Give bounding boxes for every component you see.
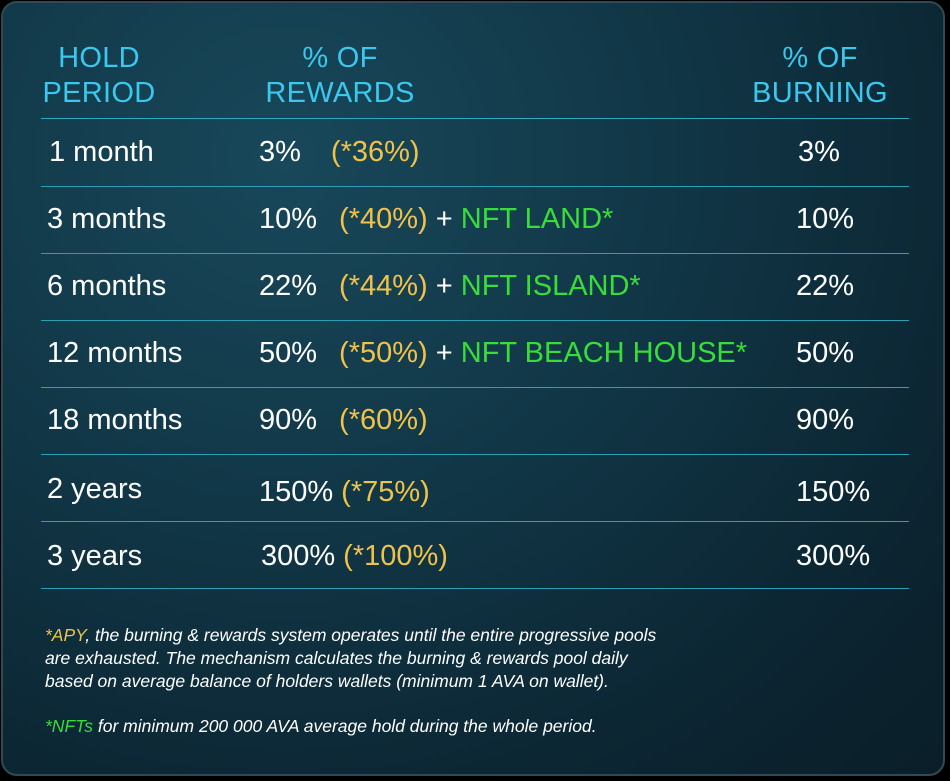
nft-bonus: NFT ISLAND* [460, 270, 641, 302]
row-rewards: 3% (*36%) [259, 135, 420, 169]
row-burning: 22% [796, 270, 855, 302]
row-period: 12 months [47, 337, 183, 369]
row-period: 1 month [49, 136, 154, 168]
header-burning-line2: BURNING [752, 77, 888, 109]
apy-value: (*44%) [339, 270, 428, 302]
row-divider [41, 588, 909, 589]
apy-footnote: *APY, the burning & rewards system opera… [45, 624, 656, 693]
header-burning: % OF BURNING [745, 41, 895, 111]
row-rewards: 300% (*100%) [261, 539, 448, 573]
nft-bonus: NFT BEACH HOUSE* [460, 337, 748, 369]
row-divider [41, 186, 909, 187]
nft-footnote-text: for minimum 200 000 AVA average hold dur… [92, 716, 597, 736]
header-divider [41, 118, 909, 119]
plus-sign: + [435, 337, 453, 369]
row-burning: 90% [796, 404, 855, 436]
header-hold-period-line1: HOLD [58, 42, 140, 74]
header-burning-line1: % OF [782, 42, 858, 74]
row-divider [41, 521, 909, 522]
apy-value: (*100%) [343, 540, 448, 572]
row-rewards: 90% (*60%) [259, 403, 428, 437]
reward-percent: 3% [259, 136, 301, 168]
apy-footnote-line3: based on average balance of holders wall… [45, 671, 609, 691]
row-period: 3 years [47, 540, 143, 572]
apy-value: (*75%) [341, 476, 430, 508]
header-rewards: % OF REWARDS [258, 41, 422, 111]
row-period: 6 months [47, 270, 167, 302]
apy-value: (*50%) [339, 337, 428, 369]
row-divider [41, 387, 909, 388]
reward-percent: 22% [259, 270, 318, 302]
apy-value: (*40%) [339, 203, 428, 235]
row-period: 18 months [47, 404, 183, 436]
row-divider [41, 253, 909, 254]
row-rewards: 50% (*50%) + NFT BEACH HOUSE* [259, 336, 747, 370]
header-rewards-line1: % OF [302, 42, 378, 74]
row-rewards: 22% (*44%) + NFT ISLAND* [259, 269, 641, 303]
apy-footnote-text1: , the burning & rewards system operates … [85, 625, 657, 645]
header-rewards-line2: REWARDS [265, 77, 415, 109]
header-hold-period-line2: PERIOD [42, 77, 156, 109]
row-rewards: 150% (*75%) [259, 475, 430, 509]
apy-footnote-line1: *APY, the burning & rewards system opera… [45, 624, 656, 647]
nft-bonus: NFT LAND* [460, 203, 614, 235]
row-burning: 3% [798, 136, 840, 168]
reward-percent: 10% [259, 203, 318, 235]
apy-footnote-line2: are exhausted. The mechanism calculates … [45, 648, 628, 668]
row-rewards: 10% (*40%) + NFT LAND* [259, 202, 613, 236]
row-divider [41, 320, 909, 321]
apy-footnote-label: *APY [45, 625, 86, 645]
header-hold-period: HOLD PERIOD [41, 41, 157, 111]
row-burning: 300% [796, 540, 871, 572]
plus-sign: + [435, 270, 453, 302]
reward-percent: 50% [259, 337, 318, 369]
apy-value: (*60%) [339, 404, 428, 436]
row-burning: 50% [796, 337, 855, 369]
nft-footnote: *NFTs for minimum 200 000 AVA average ho… [45, 715, 597, 738]
apy-value: (*36%) [330, 136, 420, 168]
row-period: 2 years [47, 473, 143, 505]
reward-percent: 150% [259, 476, 334, 508]
nft-footnote-label: *NFTs [45, 716, 93, 736]
plus-sign: + [435, 203, 453, 235]
reward-percent: 90% [259, 404, 318, 436]
row-burning: 150% [796, 476, 871, 508]
row-period: 3 months [47, 203, 167, 235]
row-divider [41, 454, 909, 455]
reward-percent: 300% [261, 540, 336, 572]
row-burning: 10% [796, 203, 855, 235]
